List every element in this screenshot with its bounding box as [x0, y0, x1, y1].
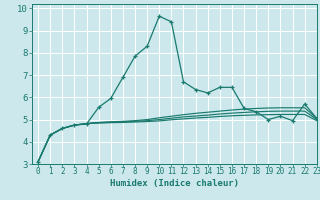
- X-axis label: Humidex (Indice chaleur): Humidex (Indice chaleur): [110, 179, 239, 188]
